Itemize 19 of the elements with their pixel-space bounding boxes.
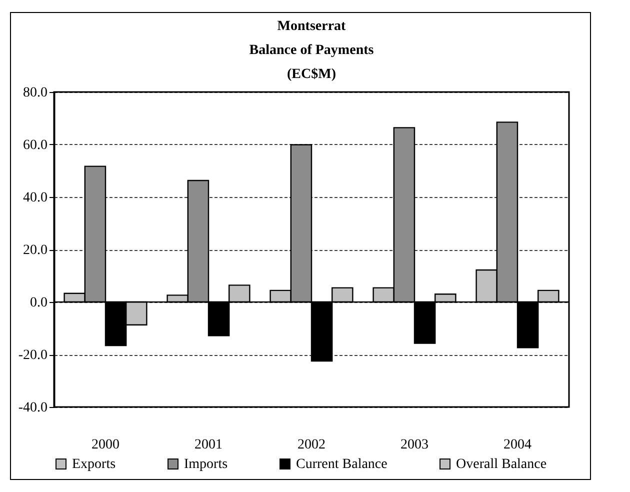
x-tick-label: 2003 bbox=[400, 438, 428, 452]
x-tick-label: 2002 bbox=[298, 438, 326, 452]
text: Montserrat bbox=[277, 19, 346, 34]
x-tick-label: 2000 bbox=[92, 438, 120, 452]
y-tick-label: 60.0 bbox=[23, 138, 48, 153]
legend-label: Overall Balance bbox=[456, 457, 547, 472]
y-tick-label: 20.0 bbox=[23, 243, 48, 258]
legend-label: Exports bbox=[72, 457, 116, 472]
y-tick-label: -20.0 bbox=[18, 348, 48, 363]
legend-label: Current Balance bbox=[296, 457, 388, 472]
text: Balance of Payments bbox=[249, 43, 374, 58]
y-tick-label: 80.0 bbox=[23, 86, 48, 100]
y-tick-label: -40.0 bbox=[18, 400, 48, 416]
legend-label: Imports bbox=[184, 457, 228, 472]
x-tick-label: 2004 bbox=[504, 438, 532, 452]
x-tick-label: 2001 bbox=[194, 438, 222, 452]
text: (EC$M) bbox=[287, 67, 336, 82]
y-tick-label: 0.0 bbox=[30, 296, 48, 310]
y-tick-label: 40.0 bbox=[23, 190, 48, 206]
